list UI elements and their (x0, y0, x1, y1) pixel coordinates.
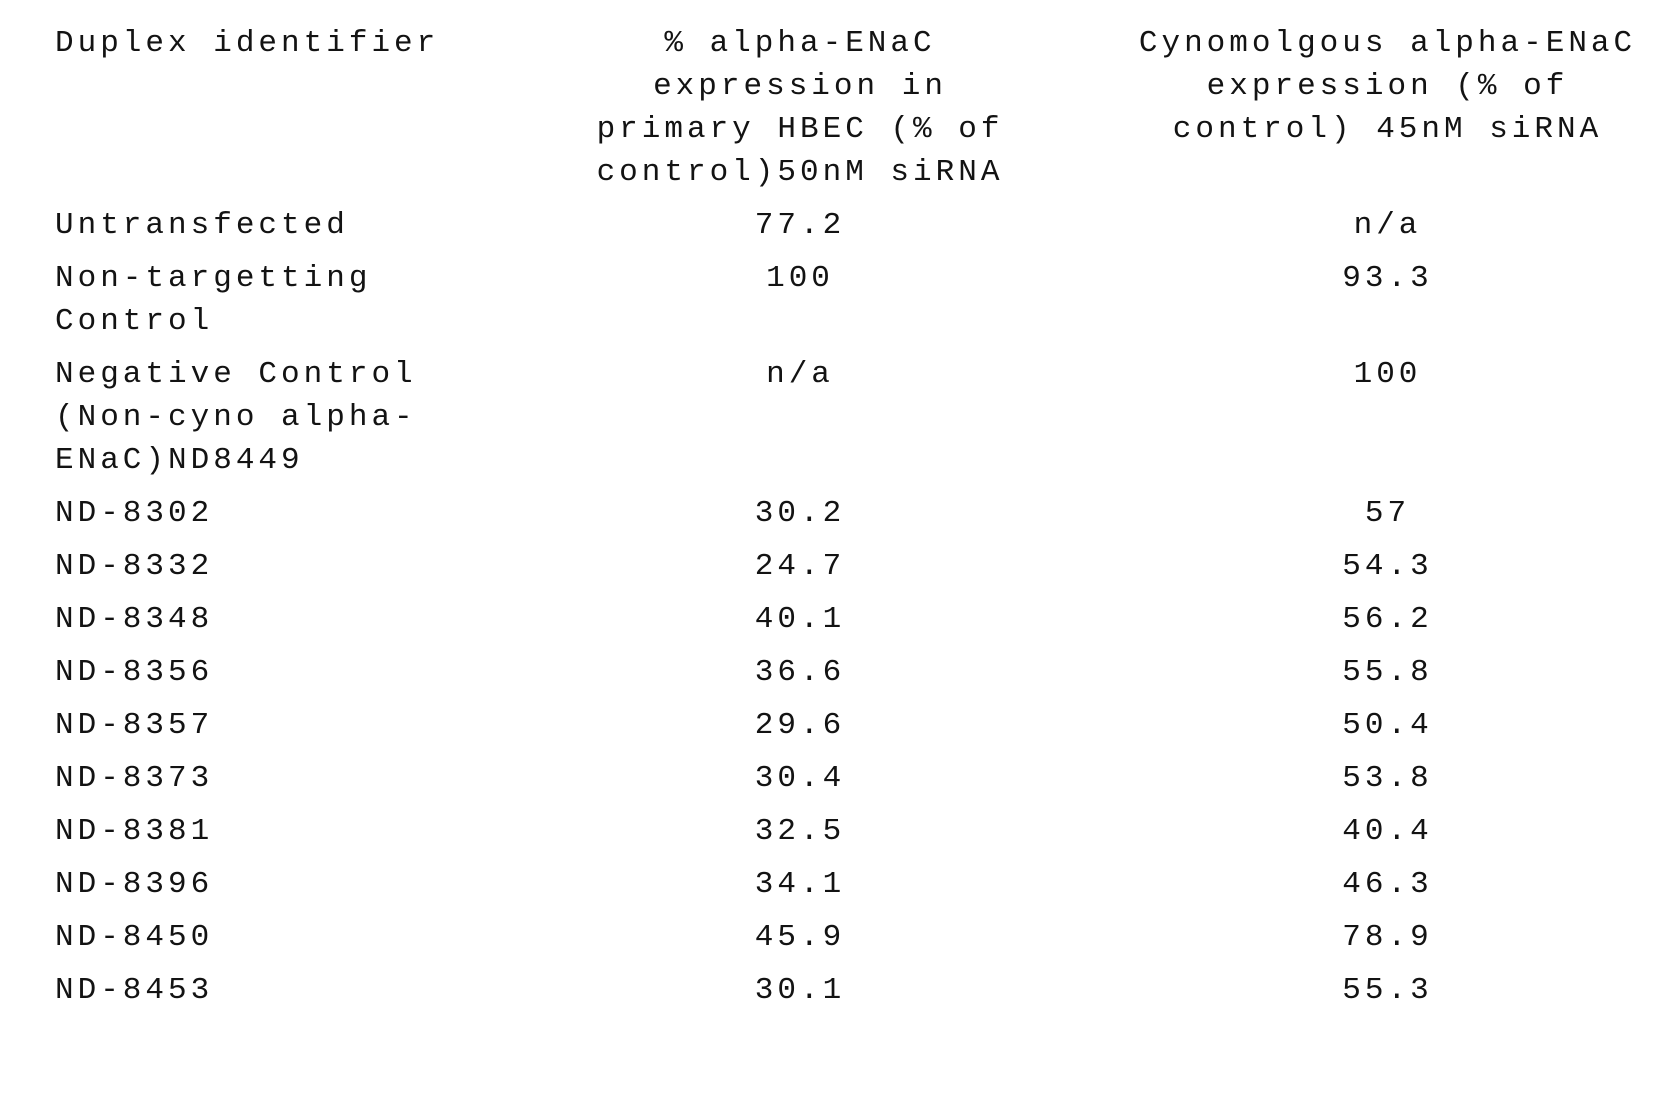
hbec-value-cell: 36.6 (754, 655, 846, 690)
hbec-value-cell: 34.1 (754, 867, 846, 902)
column-header-duplex-identifier: Duplex identifier (55, 26, 440, 61)
table-row-nd-8381: ND-8381 32.5 40.4 (55, 810, 1660, 863)
duplex-id-cell: ND-8332 (55, 549, 214, 584)
expression-table: Duplex identifier % alpha-ENaC expressio… (55, 22, 1660, 1022)
table-row-nd-8348: ND-8348 40.1 56.2 (55, 598, 1660, 651)
duplex-id-cell: ND-8450 (55, 920, 214, 955)
cyno-value-cell: 100 (1353, 357, 1422, 392)
hbec-value-cell: 100 (766, 261, 834, 296)
cyno-value-cell: 78.9 (1342, 920, 1433, 955)
hbec-value-cell: 77.2 (754, 208, 846, 243)
cyno-value-cell: 53.8 (1342, 761, 1433, 796)
cyno-value-cell: 46.3 (1342, 867, 1433, 902)
hbec-value-cell: 45.9 (754, 920, 846, 955)
cyno-value-cell: 55.3 (1342, 973, 1433, 1008)
duplex-id-cell: ND-8396 (55, 867, 214, 902)
hbec-value-cell: 30.1 (754, 973, 846, 1008)
hbec-value-cell: 24.7 (754, 549, 846, 584)
duplex-id-cell: Untransfected (55, 208, 349, 243)
hbec-value-cell: 30.4 (754, 761, 846, 796)
column-header-hbec-expression: % alpha-ENaC expression in primary HBEC … (596, 26, 1004, 190)
cyno-value-cell: 50.4 (1342, 708, 1433, 743)
duplex-id-cell: ND-8356 (55, 655, 214, 690)
table-header-row: Duplex identifier % alpha-ENaC expressio… (55, 22, 1660, 204)
table-row-nd-8356: ND-8356 36.6 55.8 (55, 651, 1660, 704)
cyno-value-cell: 55.8 (1342, 655, 1433, 690)
hbec-value-cell: 29.6 (754, 708, 846, 743)
cyno-value-cell: 93.3 (1342, 261, 1433, 296)
hbec-value-cell: 32.5 (754, 814, 846, 849)
duplex-id-cell: ND-8381 (55, 814, 214, 849)
duplex-id-cell: Non-targetting Control (55, 261, 372, 339)
table-row-untransfected: Untransfected 77.2 n/a (55, 204, 1660, 257)
duplex-id-cell: ND-8373 (55, 761, 214, 796)
hbec-value-cell: n/a (766, 357, 834, 392)
table-row-nd-8302: ND-8302 30.2 57 (55, 492, 1660, 545)
table-row-nd-8396: ND-8396 34.1 46.3 (55, 863, 1660, 916)
duplex-id-cell: ND-8357 (55, 708, 214, 743)
cyno-value-cell: 40.4 (1342, 814, 1433, 849)
table-row-nd-8373: ND-8373 30.4 53.8 (55, 757, 1660, 810)
cyno-value-cell: 56.2 (1342, 602, 1433, 637)
cyno-value-cell: 57 (1364, 496, 1411, 531)
hbec-value-cell: 40.1 (754, 602, 846, 637)
table-row-negative-control: Negative Control (Non-cyno alpha- ENaC)N… (55, 353, 1660, 492)
duplex-id-cell: ND-8453 (55, 973, 214, 1008)
hbec-value-cell: 30.2 (754, 496, 846, 531)
table-row-nd-8453: ND-8453 30.1 55.3 (55, 969, 1660, 1022)
duplex-id-cell: ND-8348 (55, 602, 214, 637)
table-row-nd-8450: ND-8450 45.9 78.9 (55, 916, 1660, 969)
table-row-nd-8357: ND-8357 29.6 50.4 (55, 704, 1660, 757)
duplex-id-cell: ND-8302 (55, 496, 214, 531)
column-header-cyno-expression: Cynomolgous alpha-ENaC expression (% of … (1138, 26, 1637, 147)
cyno-value-cell: n/a (1353, 208, 1422, 243)
duplex-id-cell: Negative Control (Non-cyno alpha- ENaC)N… (55, 357, 417, 478)
table-row-nd-8332: ND-8332 24.7 54.3 (55, 545, 1660, 598)
table-row-non-targetting-control: Non-targetting Control 100 93.3 (55, 257, 1660, 353)
cyno-value-cell: 54.3 (1342, 549, 1433, 584)
